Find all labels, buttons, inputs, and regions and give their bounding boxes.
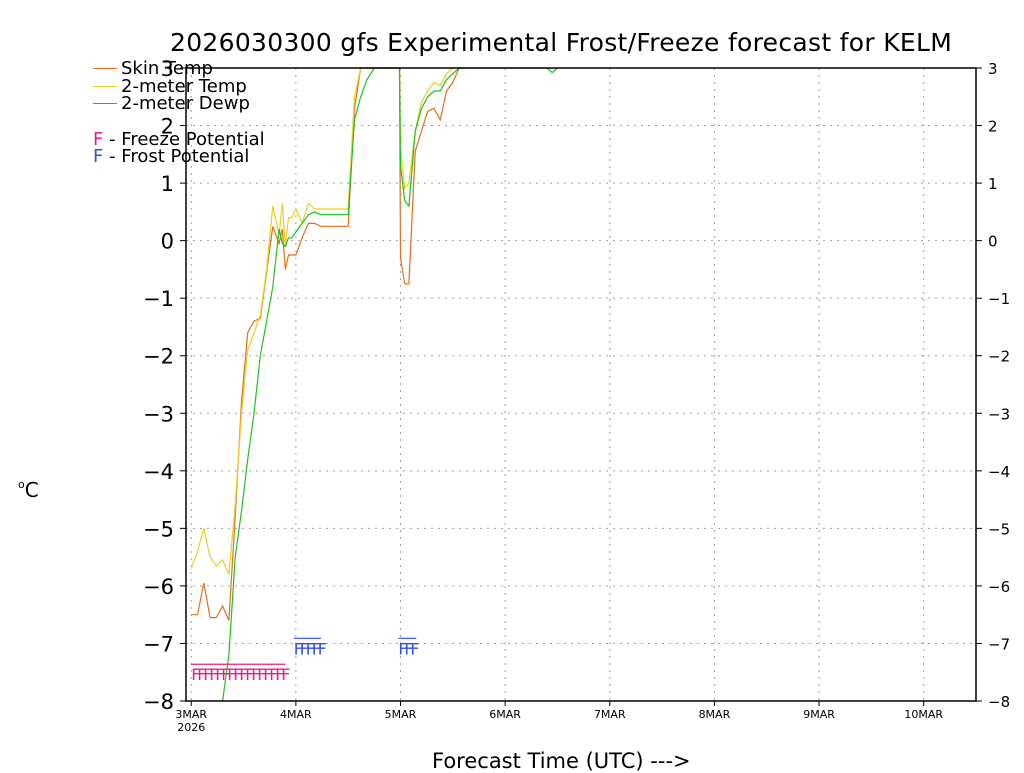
x-tick-label: 4MAR	[280, 708, 312, 721]
axes: −8 −8 −7 −7 −6 −6 −5 −5 −4 −4 −3 −3 −2 −2 −1 −1 0 0 1 1 2 2 3 3…	[143, 57, 1010, 734]
grid-lines	[186, 68, 976, 701]
x-tick-label: 3MAR	[175, 708, 207, 721]
potential-mark-freeze: F	[245, 665, 254, 684]
y-tick-label-left: −3	[143, 402, 174, 426]
y-tick-label-right: −2	[988, 348, 1010, 366]
legend-frost-text: - Frost Potential	[103, 146, 250, 167]
potential-mark-freeze: F	[227, 665, 236, 684]
x-tick-label: 5MAR	[385, 708, 417, 721]
legend-2m-dewp: 2-meter Dewp	[93, 95, 265, 113]
y-tick-label-right: −8	[988, 693, 1010, 711]
potential-mark-frost: F	[398, 639, 407, 658]
potential-mark-frost: F	[294, 639, 303, 658]
y-axis-label: oC	[18, 478, 39, 502]
legend-swatch-skin	[93, 68, 117, 69]
legend-freeze-text: - Freeze Potential	[103, 128, 265, 150]
y-tick-label-left: −7	[143, 632, 174, 656]
y-tick-label-right: −3	[988, 405, 1010, 423]
legend: Skin Temp 2-meter Temp 2-meter Dewp F - …	[93, 60, 265, 166]
plot-frame	[185, 67, 977, 702]
y-tick-label-right: −1	[988, 290, 1010, 308]
x-tick-year-label: 2026	[177, 721, 205, 734]
y-tick-label-left: 2	[161, 115, 174, 139]
potential-mark-freeze: F	[281, 665, 290, 684]
legend-2m-temp: 2-meter Temp	[93, 75, 265, 97]
potential-mark-freeze: F	[191, 665, 200, 684]
x-tick-label: 8MAR	[699, 708, 731, 721]
y-tick-label-right: 0	[988, 233, 998, 251]
y-tick-label-right: −4	[988, 463, 1010, 481]
legend-label-temp: 2-meter Temp	[121, 75, 247, 97]
y-tick-label-right: −6	[988, 578, 1010, 596]
degree-mark: o	[18, 478, 25, 491]
potential-mark-frost: F	[404, 639, 413, 658]
legend-skin-temp: Skin Temp	[93, 60, 265, 78]
potential-mark-freeze: F	[197, 665, 206, 684]
series-line-2-meter-temp	[190, 67, 464, 575]
potential-mark-freeze: F	[215, 665, 224, 684]
potential-mark-freeze: F	[269, 665, 278, 684]
chart-title: 2026030300 gfs Experimental Frost/Freeze…	[170, 28, 953, 57]
potential-mark-freeze: F	[251, 665, 260, 684]
legend-freeze-potential: F - Freeze Potential	[93, 128, 265, 150]
y-tick-label-left: −6	[143, 575, 174, 599]
legend-frost-potential: F - Frost Potential	[93, 148, 265, 166]
series-line-2-meter-dewp	[222, 67, 558, 701]
legend-swatch-dewp	[93, 103, 117, 104]
legend-freeze-letter: F	[93, 128, 104, 150]
y-tick-label-left: −8	[143, 690, 174, 714]
x-tick-label: 6MAR	[489, 708, 521, 721]
y-tick-label-right: 3	[988, 60, 998, 78]
potential-mark-freeze: F	[275, 665, 284, 684]
legend-label-dewp: 2-meter Dewp	[121, 93, 250, 114]
y-tick-label-right: 2	[988, 118, 998, 136]
y-tick-label-left: −1	[143, 287, 174, 311]
y-tick-label-left: −5	[143, 517, 174, 541]
y-tick-label-right: −7	[988, 635, 1010, 653]
y-axis-unit: C	[24, 478, 39, 502]
y-tick-label-left: −4	[143, 460, 174, 484]
y-tick-label-left: 1	[161, 172, 174, 196]
potential-mark-frost: F	[312, 639, 321, 658]
x-axis-label: Forecast Time (UTC) --->	[432, 749, 691, 773]
potential-mark-freeze: F	[263, 665, 272, 684]
y-tick-label-left: 0	[161, 230, 174, 254]
legend-label-skin: Skin Temp	[121, 58, 213, 79]
potential-mark-freeze: F	[221, 665, 230, 684]
potential-mark-freeze: F	[233, 665, 242, 684]
potential-mark-freeze: F	[203, 665, 212, 684]
legend-frost-letter: F	[93, 146, 104, 167]
potential-mark-freeze: F	[239, 665, 248, 684]
potential-mark-frost: F	[410, 639, 419, 658]
potential-mark-freeze: F	[257, 665, 266, 684]
potential-mark-frost: F	[306, 639, 315, 658]
series-lines	[190, 67, 558, 701]
x-tick-label: 7MAR	[594, 708, 626, 721]
potential-mark-frost: F	[300, 639, 309, 658]
legend-swatch-temp	[93, 85, 117, 87]
potential-mark-frost: F	[318, 639, 327, 658]
x-tick-label: 9MAR	[803, 708, 835, 721]
potential-mark-freeze: F	[209, 665, 218, 684]
y-tick-label-right: −5	[988, 520, 1010, 538]
x-tick-label: 10MAR	[904, 708, 943, 721]
y-tick-label-left: −2	[143, 345, 174, 369]
y-tick-label-right: 1	[988, 175, 998, 193]
y-tick-label-left: 3	[161, 57, 174, 81]
